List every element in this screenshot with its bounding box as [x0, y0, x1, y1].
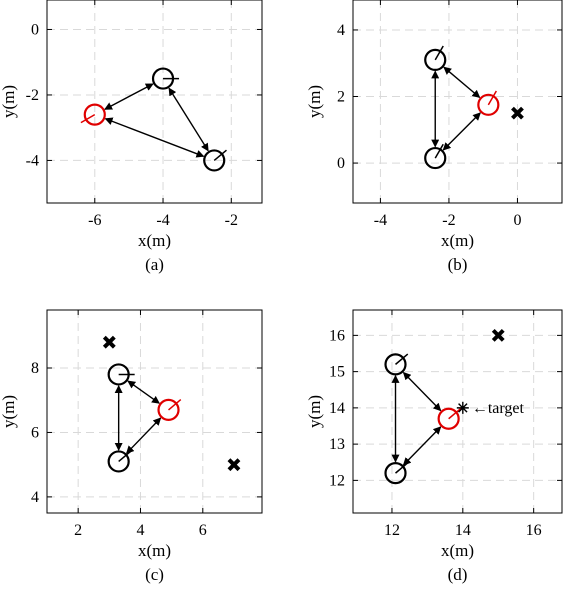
y-axis-label: y(m)	[0, 85, 18, 118]
link-arrow	[125, 417, 162, 454]
agent-heading	[80, 113, 96, 124]
agent-heading	[487, 90, 497, 106]
link-arrow	[442, 112, 481, 151]
panel-caption: (c)	[145, 565, 164, 584]
panel-1: -6 -4 -2 -4 -2 0 x(m) y(m) (a)	[0, 0, 263, 274]
agent-circle	[107, 450, 130, 473]
x-tick-label: 2	[74, 522, 82, 539]
link-arrow	[104, 83, 154, 110]
panel-2: -4 -2 0 0 2 4 x(m) y(m) (b)	[305, 0, 563, 274]
x-tick-label: 4	[136, 522, 144, 539]
y-tick-label: 14	[329, 400, 345, 417]
agent-heading	[434, 45, 444, 61]
y-tick-label: 4	[337, 22, 345, 39]
agent-circle	[203, 149, 226, 172]
plot-area	[47, 310, 262, 513]
plot-area	[47, 0, 262, 203]
x-tick-label: -4	[156, 212, 169, 229]
x-tick-label: -2	[225, 212, 238, 229]
x-tick-label: -2	[442, 212, 455, 229]
x-tick-label: -4	[374, 212, 387, 229]
x-tick-label: 14	[455, 522, 471, 539]
y-tick-label: -4	[26, 152, 39, 169]
y-axis-label: y(m)	[305, 85, 324, 118]
panel-caption: (d)	[448, 565, 468, 584]
agent-heading	[168, 399, 182, 411]
link-arrow	[402, 426, 442, 466]
target-label: ←target	[472, 400, 525, 417]
agent-circle	[424, 146, 447, 170]
y-tick-label: -2	[26, 87, 39, 104]
y-tick-label: 2	[337, 89, 345, 106]
x-tick-label: 0	[513, 212, 521, 229]
x-axis-label: x(m)	[441, 231, 474, 250]
y-axis-label: y(m)	[305, 395, 324, 428]
agent-heading	[118, 450, 132, 463]
obstacle-marker	[227, 458, 241, 472]
y-tick-label: 12	[329, 472, 345, 489]
x-axis-label: x(m)	[441, 541, 474, 560]
y-tick-label: 8	[31, 360, 39, 377]
link-arrow	[402, 371, 442, 412]
agent-circle	[477, 93, 500, 116]
y-axis-label: y(m)	[0, 395, 18, 428]
axes-frame	[46, 0, 263, 204]
x-tick-label: 12	[384, 522, 400, 539]
target-marker	[456, 401, 469, 414]
agent-circle	[157, 398, 180, 421]
link-arrow	[168, 87, 209, 152]
agent-circle	[83, 103, 106, 126]
obstacle-marker	[491, 328, 505, 342]
y-tick-label: 4	[31, 489, 39, 506]
y-tick-label: 13	[329, 436, 345, 453]
agent-circle	[384, 353, 407, 376]
axes-frame	[352, 309, 563, 514]
agent-heading	[448, 407, 462, 420]
obstacle-marker	[511, 106, 524, 120]
y-tick-label: 15	[329, 364, 345, 381]
plot-area	[353, 0, 562, 203]
agent-heading	[434, 143, 444, 159]
y-tick-label: 6	[31, 424, 39, 441]
link-arrow	[127, 380, 160, 404]
axes-frame	[352, 0, 563, 204]
x-axis-label: x(m)	[138, 541, 171, 560]
x-tick-label: 16	[526, 522, 542, 539]
x-tick-label: -6	[88, 212, 101, 229]
panel-caption: (b)	[448, 255, 468, 274]
panel-4: 12 14 16 12 13 14 15 16 ←target x(m) y(m) (d)	[305, 309, 563, 584]
agent-circle	[424, 48, 447, 72]
agent-circle	[384, 462, 407, 485]
axes-frame	[46, 309, 263, 514]
agent-heading	[395, 353, 409, 365]
y-tick-label: 16	[329, 327, 345, 344]
x-axis-label: x(m)	[138, 231, 171, 250]
agent-heading	[395, 462, 409, 474]
panel-3: 2 4 6 4 6 8 x(m) y(m) (c)	[0, 309, 263, 584]
link-arrow	[443, 66, 481, 99]
obstacle-marker	[102, 335, 116, 349]
agent-circle	[437, 407, 460, 430]
agent-heading	[213, 149, 227, 162]
y-tick-label: 0	[337, 155, 345, 172]
x-tick-label: 6	[199, 522, 207, 539]
y-tick-label: 0	[31, 21, 39, 38]
panel-caption: (a)	[145, 255, 164, 274]
